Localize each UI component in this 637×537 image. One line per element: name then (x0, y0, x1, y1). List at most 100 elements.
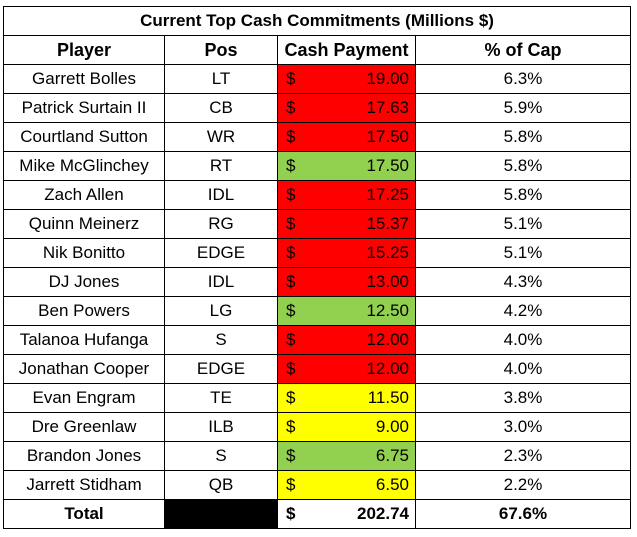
player-name: Nik Bonitto (3, 238, 165, 268)
total-row: Total $ 202.74 67.6% (3, 499, 631, 529)
cash-cell: $12.50 (277, 296, 416, 326)
cap-pct: 5.8% (415, 122, 631, 152)
cap-pct: 2.3% (415, 441, 631, 471)
cash-commitments-table: Current Top Cash Commitments (Millions $… (3, 6, 631, 529)
cash-cell: $17.63 (277, 93, 416, 123)
currency-sign: $ (286, 185, 296, 204)
header-cap: % of Cap (415, 35, 631, 65)
cash-cell: $9.00 (277, 412, 416, 442)
table-row: Evan Engram TE $11.50 3.8% (3, 383, 631, 413)
total-black-cell (164, 499, 278, 529)
player-name: Mike McGlinchey (3, 151, 165, 181)
currency-sign: $ (286, 301, 296, 320)
player-name: Talanoa Hufanga (3, 325, 165, 355)
player-pos: ILB (164, 412, 278, 442)
cap-pct: 4.0% (415, 325, 631, 355)
player-name: Evan Engram (3, 383, 165, 413)
player-pos: CB (164, 93, 278, 123)
currency-sign: $ (286, 359, 296, 378)
cash-cell: $12.00 (277, 325, 416, 355)
player-pos: RG (164, 209, 278, 239)
table-row: DJ Jones IDL $13.00 4.3% (3, 267, 631, 297)
table-row: Brandon Jones S $6.75 2.3% (3, 441, 631, 471)
cash-value: 17.50 (366, 127, 409, 146)
player-pos: LT (164, 64, 278, 94)
player-name: Dre Greenlaw (3, 412, 165, 442)
cash-value: 15.37 (366, 214, 409, 233)
cash-value: 12.00 (366, 359, 409, 378)
player-pos: IDL (164, 267, 278, 297)
cap-pct: 5.9% (415, 93, 631, 123)
player-name: Courtland Sutton (3, 122, 165, 152)
player-name: DJ Jones (3, 267, 165, 297)
cap-pct: 5.1% (415, 209, 631, 239)
cap-pct: 4.2% (415, 296, 631, 326)
table-row: Ben Powers LG $12.50 4.2% (3, 296, 631, 326)
player-pos: EDGE (164, 238, 278, 268)
player-name: Garrett Bolles (3, 64, 165, 94)
currency-sign: $ (286, 330, 296, 349)
table-row: Jonathan Cooper EDGE $12.00 4.0% (3, 354, 631, 384)
cash-value: 11.50 (367, 388, 409, 407)
player-pos: S (164, 325, 278, 355)
cap-pct: 5.8% (415, 151, 631, 181)
cash-value: 13.00 (366, 272, 409, 291)
cap-pct: 3.0% (415, 412, 631, 442)
cash-value: 15.25 (366, 243, 409, 262)
currency-sign: $ (286, 475, 296, 494)
cash-cell: $15.37 (277, 209, 416, 239)
table-body: Garrett Bolles LT $19.00 6.3% Patrick Surtai… (3, 64, 631, 500)
table-row: Quinn Meinerz RG $15.37 5.1% (3, 209, 631, 239)
player-pos: S (164, 441, 278, 471)
player-pos: RT (164, 151, 278, 181)
table-title: Current Top Cash Commitments (Millions $… (3, 6, 631, 36)
cash-cell: $15.25 (277, 238, 416, 268)
cap-pct: 3.8% (415, 383, 631, 413)
currency-sign: $ (286, 272, 296, 291)
total-cash-cell: $ 202.74 (277, 499, 416, 529)
cap-pct: 5.1% (415, 238, 631, 268)
cash-value: 17.25 (366, 185, 409, 204)
player-pos: IDL (164, 180, 278, 210)
table-row: Patrick Surtain II CB $17.63 5.9% (3, 93, 631, 123)
cash-cell: $17.50 (277, 151, 416, 181)
currency-sign: $ (286, 417, 296, 436)
title-row: Current Top Cash Commitments (Millions $… (3, 6, 631, 36)
currency-sign: $ (286, 69, 296, 88)
table-row: Nik Bonitto EDGE $15.25 5.1% (3, 238, 631, 268)
table-row: Jarrett Stidham QB $6.50 2.2% (3, 470, 631, 500)
player-pos: LG (164, 296, 278, 326)
player-name: Zach Allen (3, 180, 165, 210)
cash-cell: $6.50 (277, 470, 416, 500)
header-cash: Cash Payment (277, 35, 416, 65)
cap-pct: 4.3% (415, 267, 631, 297)
cap-pct: 2.2% (415, 470, 631, 500)
cash-value: 12.50 (366, 301, 409, 320)
player-name: Patrick Surtain II (3, 93, 165, 123)
currency-sign: $ (286, 446, 296, 465)
total-cap: 67.6% (415, 499, 631, 529)
cash-value: 17.50 (366, 156, 409, 175)
cap-pct: 6.3% (415, 64, 631, 94)
table-row: Mike McGlinchey RT $17.50 5.8% (3, 151, 631, 181)
cap-pct: 4.0% (415, 354, 631, 384)
table-row: Courtland Sutton WR $17.50 5.8% (3, 122, 631, 152)
table-row: Dre Greenlaw ILB $9.00 3.0% (3, 412, 631, 442)
total-label: Total (3, 499, 165, 529)
header-pos: Pos (164, 35, 278, 65)
total-cash: 202.74 (357, 504, 409, 523)
cash-value: 6.50 (375, 475, 409, 494)
cash-value: 17.63 (366, 98, 409, 117)
cash-cell: $11.50 (277, 383, 416, 413)
currency-sign: $ (286, 388, 296, 407)
total-currency: $ (286, 504, 296, 523)
cash-cell: $12.00 (277, 354, 416, 384)
cash-value: 12.00 (366, 330, 409, 349)
cash-value: 9.00 (375, 417, 409, 436)
cash-value: 19.00 (366, 69, 409, 88)
currency-sign: $ (286, 127, 296, 146)
player-pos: EDGE (164, 354, 278, 384)
cash-cell: $6.75 (277, 441, 416, 471)
player-name: Jonathan Cooper (3, 354, 165, 384)
cash-cell: $13.00 (277, 267, 416, 297)
